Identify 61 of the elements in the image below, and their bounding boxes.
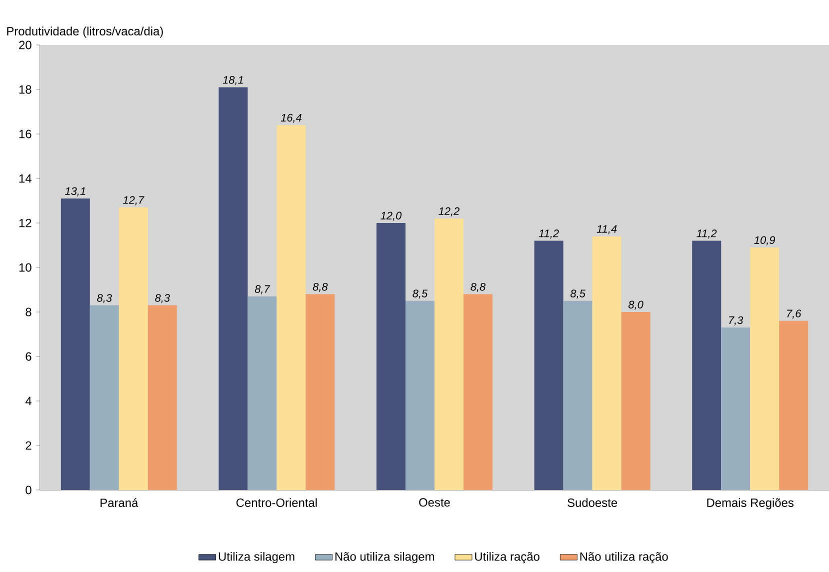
data-label: 13,1 [65,187,86,196]
y-tick-label: 16 [19,130,32,138]
bar [90,305,119,490]
y-tick-label: 10 [19,263,32,272]
bar [218,87,248,490]
bar [464,294,493,490]
bar [118,207,148,490]
data-label: 12,2 [438,207,460,216]
bar [750,247,780,490]
bar [721,328,750,490]
data-label: 8,5 [412,290,428,299]
data-label: 11,4 [596,225,617,234]
y-tick-label: 12 [19,218,32,228]
bar [621,312,650,490]
bar [248,296,277,490]
bar [376,222,406,490]
bar [592,236,622,490]
data-label: 7,3 [729,316,744,326]
data-label: 10,9 [754,236,776,246]
bar [60,198,90,490]
data-label: 11,2 [538,230,559,239]
bar [692,240,722,490]
data-label: 8,3 [97,294,112,304]
legend-label: Não utiliza silagem [335,552,434,564]
data-label: 8,0 [628,300,644,310]
bar [534,240,564,490]
data-label: 16,4 [280,114,302,123]
bar [434,218,464,490]
data-label: 8,3 [155,294,170,304]
legend-label: Utiliza ração [475,552,540,564]
legend-label: Utiliza silagem [218,552,294,564]
data-label: 8,8 [470,282,486,292]
y-tick-label: 4 [25,396,32,406]
x-tick-label: Paraná [100,498,138,508]
y-axis-title: Produtividade (litros/vaca/dia) [7,26,163,38]
bar [276,125,306,490]
y-tick-label: 14 [19,174,32,183]
data-label: 12,7 [123,196,144,206]
data-label: 12,0 [380,212,402,221]
data-label: 18,1 [222,76,243,86]
x-tick-label: Sudoeste [568,498,618,507]
y-tick-label: 8 [26,308,32,316]
y-tick-label: 18 [19,85,32,94]
y-tick-label: 0 [26,486,32,494]
data-label: 8,5 [570,290,586,299]
data-label: 11,2 [696,230,717,239]
data-label: 8,8 [312,282,328,292]
x-tick-label: Demais Regiões [707,498,794,510]
data-label: 8,7 [254,285,270,294]
data-label: 7,6 [787,310,802,319]
legend-label: Não utiliza ração [580,552,668,564]
bar [779,320,808,490]
x-tick-label: Centro-Oriental [236,498,317,507]
bar [406,300,435,490]
bar [148,305,177,490]
y-tick-label: 20 [19,40,32,50]
bar [563,300,592,490]
x-tick-label: Oeste [419,498,450,507]
bar [306,294,335,490]
y-tick-label: 2 [26,441,32,450]
y-tick-label: 6 [26,352,32,361]
